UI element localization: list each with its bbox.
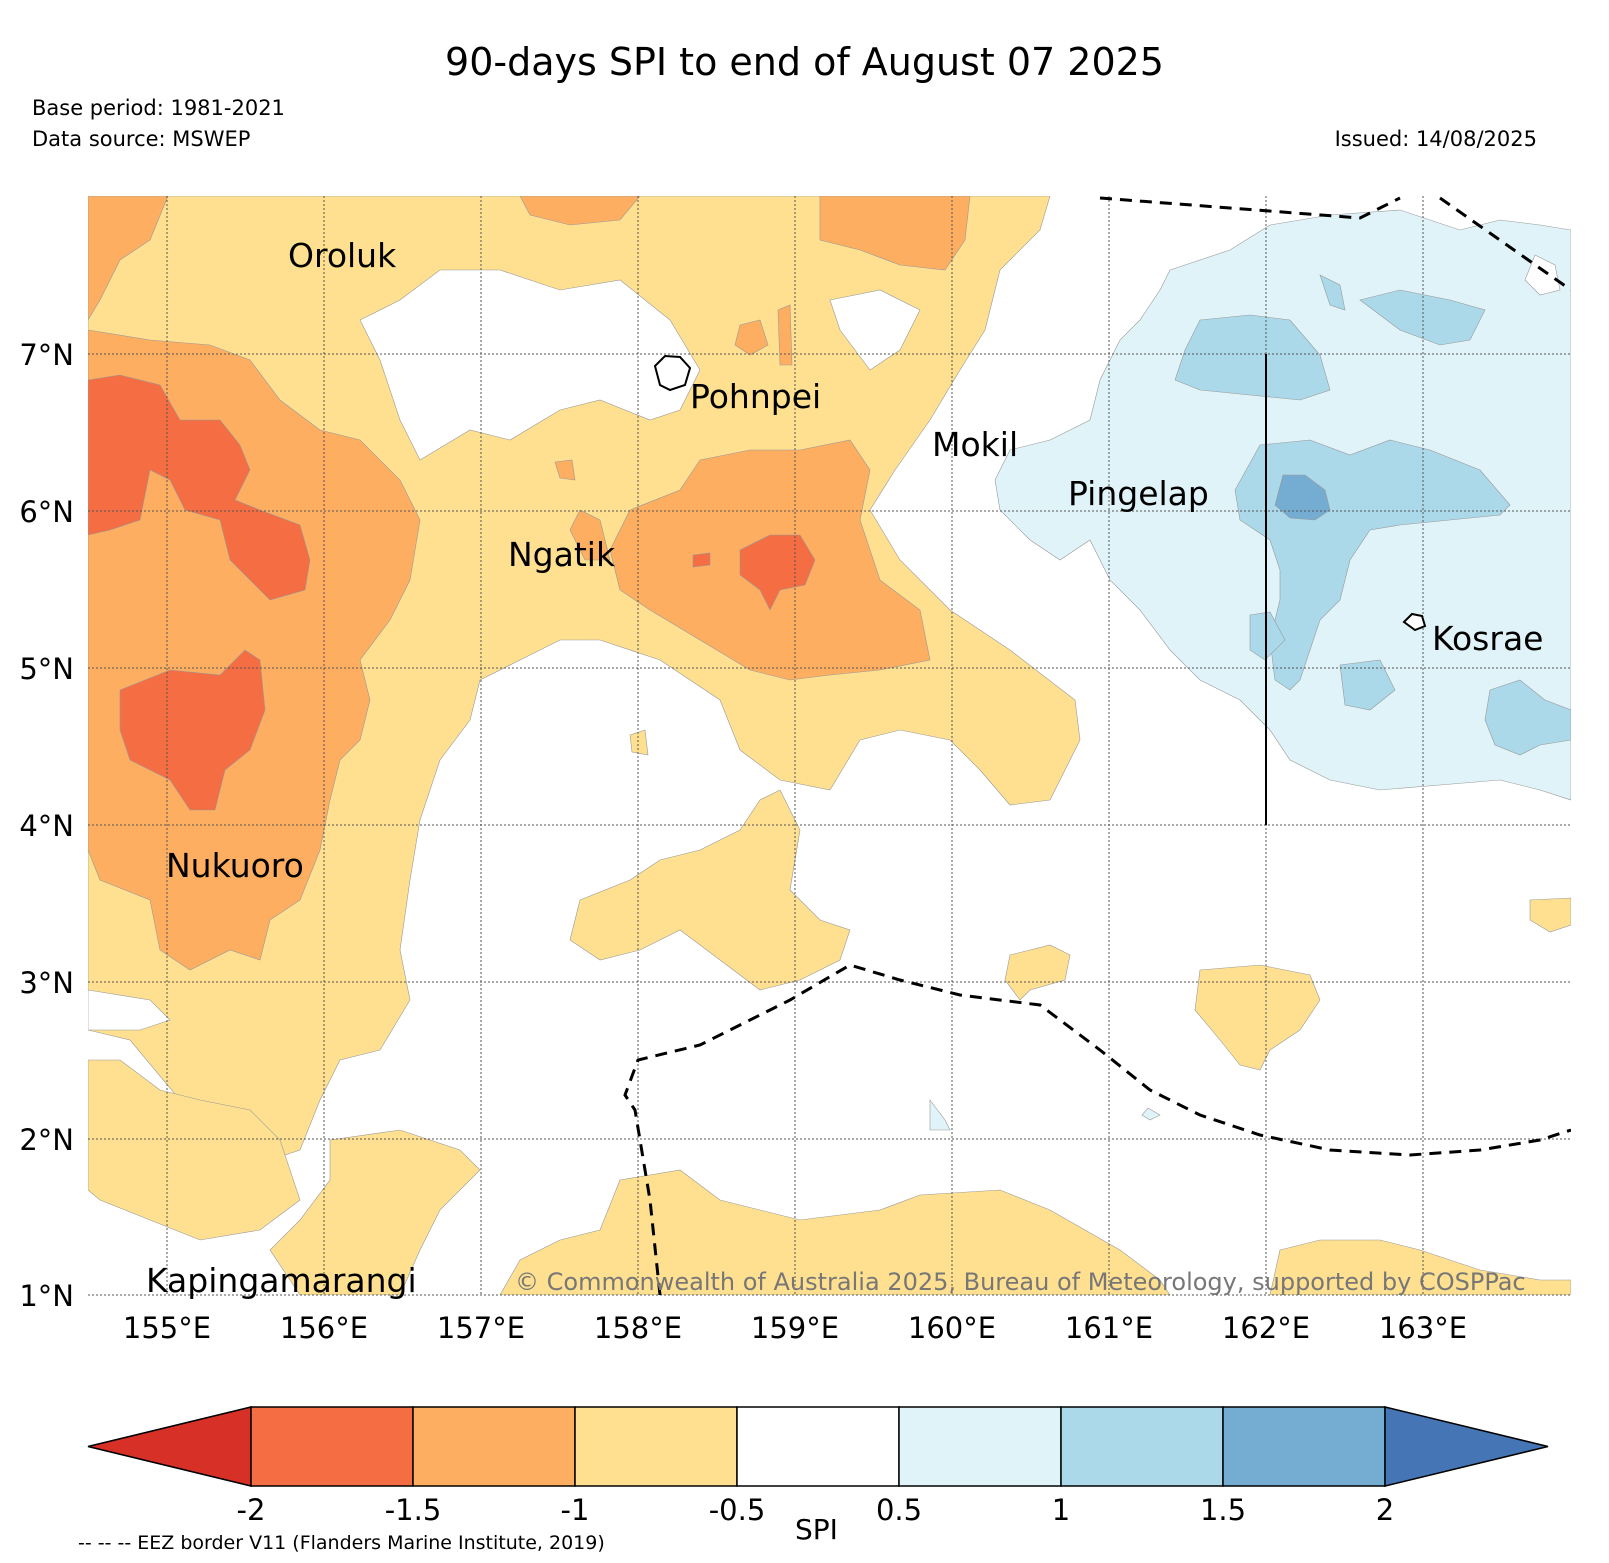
copyright-notice: © Commonwealth of Australia 2025, Bureau… — [515, 1268, 1526, 1296]
colorbar-tick-label: 2 — [1376, 1493, 1394, 1527]
lon-label: 155°E — [123, 1311, 211, 1345]
place-label-nukuoro: Nukuoro — [166, 846, 304, 885]
spi-band-wet-moderate — [1174, 314, 1331, 401]
spi-contour-layer — [88, 196, 1571, 1295]
lat-label: 7°N — [19, 338, 74, 372]
spi-colorbar: -2 -1.5 -1 -0.5 0.5 1 1.5 2 — [87, 1406, 1549, 1527]
colorbar-tick-label: 1 — [1052, 1493, 1070, 1527]
colorbar-tick-label: -0.5 — [709, 1493, 766, 1527]
place-label-pohnpei: Pohnpei — [690, 377, 821, 416]
colorbar-segment — [412, 1406, 576, 1487]
base-period: Base period: 1981-2021 — [32, 96, 285, 120]
lon-label: 159°E — [751, 1311, 839, 1345]
data-source: Data source: MSWEP — [32, 127, 251, 151]
colorbar-tick-label: -1.5 — [385, 1493, 442, 1527]
colorbar-segment-min-extend — [87, 1406, 252, 1487]
place-label-mokil: Mokil — [932, 425, 1018, 464]
lon-label: 158°E — [594, 1311, 682, 1345]
place-label-pingelap: Pingelap — [1068, 474, 1209, 513]
lon-axis: 155°E 156°E 157°E 158°E 159°E 160°E 161°… — [123, 1311, 1467, 1345]
spi-band-dry-moderate — [88, 196, 169, 321]
spi-band-dry-severe — [88, 374, 311, 601]
place-labels: Oroluk Pohnpei Mokil Pingelap Ngatik Kos… — [146, 236, 1543, 1300]
colorbar-segment — [250, 1406, 414, 1487]
colorbar-segment — [898, 1406, 1062, 1487]
place-label-kosrae: Kosrae — [1432, 619, 1543, 658]
lon-label: 161°E — [1065, 1311, 1153, 1345]
place-label-ngatik: Ngatik — [508, 535, 616, 574]
colorbar-segment — [574, 1406, 738, 1487]
lon-label: 162°E — [1222, 1311, 1310, 1345]
lat-label: 2°N — [19, 1123, 74, 1157]
lat-label: 6°N — [19, 495, 74, 529]
issued-date: Issued: 14/08/2025 — [1334, 127, 1537, 151]
colorbar-tick-label: -1 — [561, 1493, 590, 1527]
lat-label: 5°N — [19, 652, 74, 686]
kosrae-island-outline — [1402, 612, 1427, 632]
colorbar-segment — [1060, 1406, 1224, 1487]
pohnpei-island-outline — [653, 354, 692, 392]
lat-axis: 7°N 6°N 5°N 4°N 3°N 2°N 1°N — [19, 338, 74, 1313]
place-label-kapingamarangi: Kapingamarangi — [146, 1261, 417, 1300]
colorbar-segment — [736, 1406, 900, 1487]
lon-label: 163°E — [1379, 1311, 1467, 1345]
colorbar-tick-label: 1.5 — [1200, 1493, 1246, 1527]
lon-label: 157°E — [437, 1311, 525, 1345]
spi-band-neutral-hole — [359, 269, 701, 461]
lon-label: 160°E — [908, 1311, 996, 1345]
lat-label: 1°N — [19, 1279, 74, 1313]
colorbar-segment — [1222, 1406, 1386, 1487]
eez-border — [623, 196, 1571, 1295]
lat-label: 3°N — [19, 966, 74, 1000]
lon-label: 156°E — [280, 1311, 368, 1345]
colorbar-label: SPI — [795, 1513, 838, 1546]
lat-label: 4°N — [19, 809, 74, 843]
place-label-oroluk: Oroluk — [288, 236, 397, 275]
colorbar-segment-max-extend — [1384, 1406, 1549, 1487]
colorbar-tick-label: -2 — [237, 1493, 266, 1527]
colorbar-tick-label: 0.5 — [876, 1493, 922, 1527]
map-title: 90-days SPI to end of August 07 2025 — [445, 40, 1164, 84]
spi-band-wet-severe — [1274, 474, 1331, 521]
eez-border-note: -- -- -- EEZ border V11 (Flanders Marine… — [78, 1532, 605, 1554]
